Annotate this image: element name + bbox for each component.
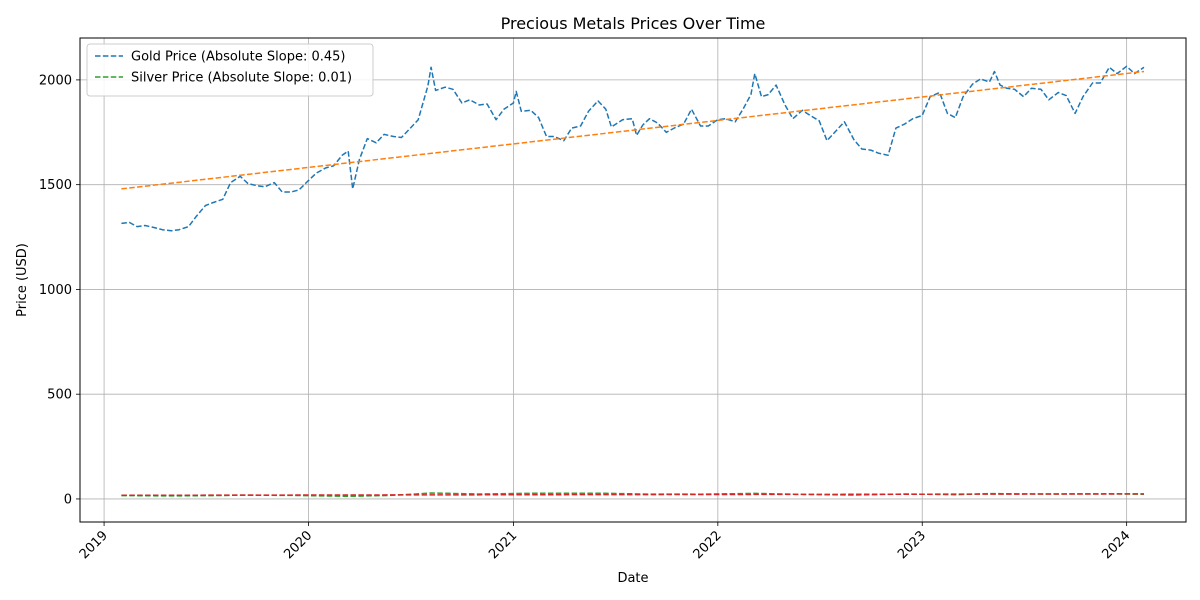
y-tick-label: 0 — [64, 492, 72, 507]
plot-frame — [79, 37, 1187, 523]
series-line-0 — [121, 65, 1145, 232]
chart-title: Precious Metals Prices Over Time — [501, 14, 766, 33]
y-axis-title: Price (USD) — [15, 243, 30, 317]
legend-label: Silver Price (Absolute Slope: 0.01) — [131, 71, 352, 86]
series-line-1 — [121, 70, 1145, 190]
legend: Gold Price (Absolute Slope: 0.45) Silver … — [86, 43, 374, 97]
y-tick-label: 1000 — [39, 283, 72, 298]
x-axis-title: Date — [617, 571, 648, 586]
y-tick-label: 1500 — [39, 178, 72, 193]
y-tick-label: 2000 — [39, 73, 72, 88]
legend-box — [86, 43, 374, 97]
y-tick-label: 500 — [47, 388, 72, 403]
series-lines — [121, 65, 1145, 498]
legend-label: Gold Price (Absolute Slope: 0.45) — [131, 50, 346, 65]
series-line-3 — [121, 493, 1145, 497]
